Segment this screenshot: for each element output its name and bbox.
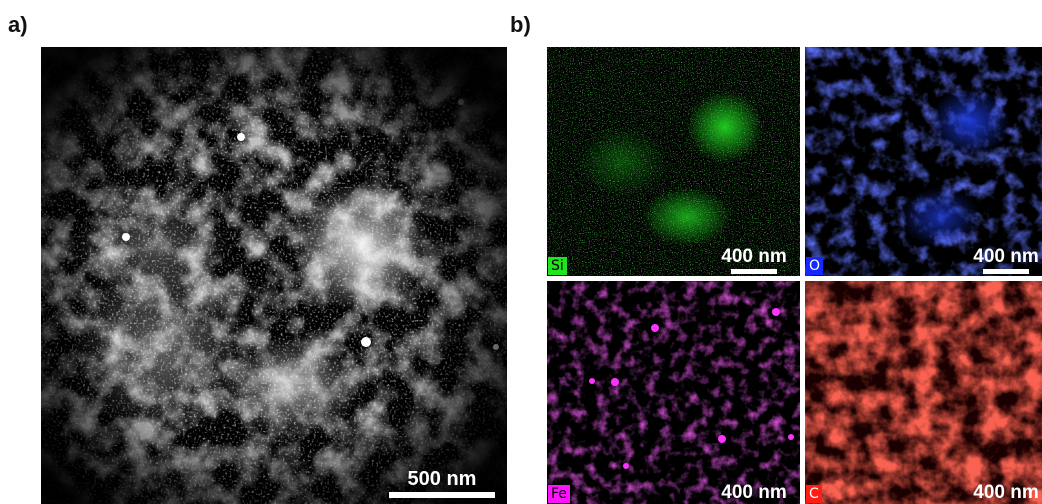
eds-map-fe: Fe 400 nm <box>547 281 800 504</box>
stem-image-texture <box>41 47 507 504</box>
scale-bar-c-label: 400 nm <box>973 482 1039 503</box>
eds-map-c: C 400 nm <box>805 281 1042 504</box>
c-map-texture <box>805 281 1042 504</box>
scale-bar-o-line <box>983 269 1029 274</box>
scale-bar-c: 400 nm <box>968 483 1042 504</box>
scale-bar-si: 400 nm <box>716 247 792 274</box>
scale-bar-a: 500 nm <box>389 468 495 498</box>
element-tag-fe: Fe <box>548 485 570 503</box>
scale-bar-fe-label: 400 nm <box>721 482 787 503</box>
scale-bar-si-line <box>731 269 777 274</box>
element-tag-o: O <box>806 257 824 275</box>
fe-map-texture <box>547 281 800 504</box>
scale-bar-fe: 400 nm <box>716 483 792 504</box>
eds-map-si: Si 400 nm <box>547 47 800 276</box>
scale-bar-o-label: 400 nm <box>973 246 1039 267</box>
panel-a-label: a) <box>8 12 28 37</box>
si-map-texture <box>547 47 800 276</box>
scale-bar-a-line <box>389 492 495 498</box>
panel-b-label: b) <box>510 12 531 37</box>
scale-bar-si-label: 400 nm <box>721 246 787 267</box>
element-tag-si: Si <box>548 257 567 275</box>
scale-bar-o: 400 nm <box>968 247 1042 274</box>
stem-image: 500 nm <box>41 47 507 504</box>
element-tag-c: C <box>806 485 822 503</box>
o-map-texture <box>805 47 1042 276</box>
eds-map-o: O 400 nm <box>805 47 1042 276</box>
scale-bar-a-label: 500 nm <box>407 468 477 490</box>
